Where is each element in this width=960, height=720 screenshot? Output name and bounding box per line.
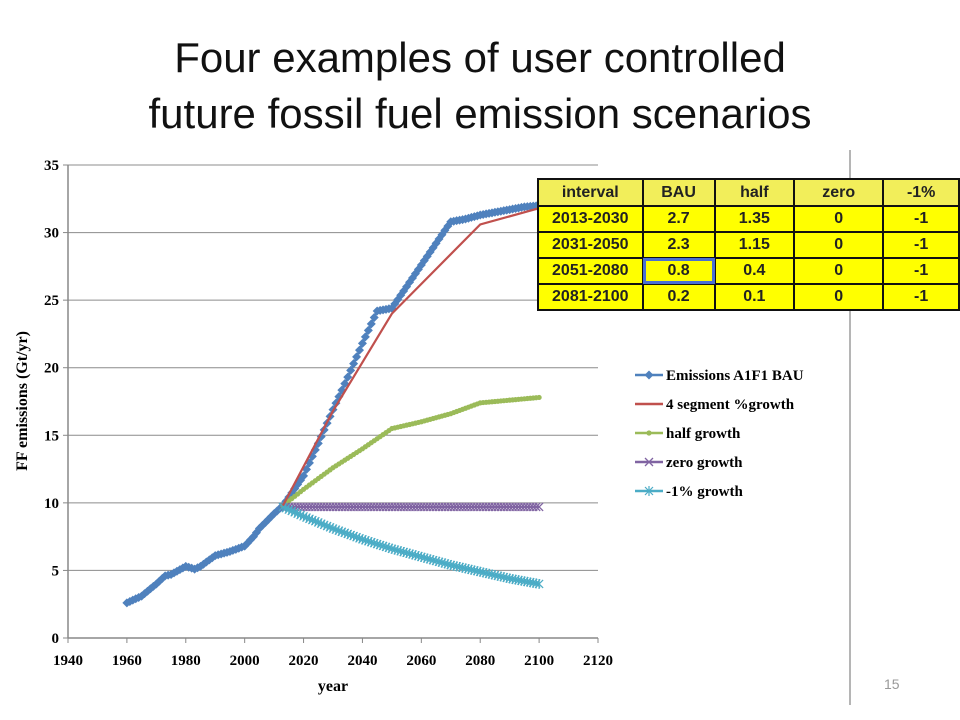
series-layer xyxy=(122,201,544,608)
y-tick-label: 35 xyxy=(44,158,59,174)
y-tick-label: 25 xyxy=(44,293,59,309)
y-tick-label: 0 xyxy=(52,631,60,647)
slide-title-line-2: future fossil fuel emission scenarios xyxy=(148,90,812,137)
legend-marker xyxy=(644,486,654,496)
data-point xyxy=(343,372,353,382)
table-cell[interactable]: 2.3 xyxy=(641,231,716,259)
legend-label: half growth xyxy=(666,426,741,442)
y-tick-label: 15 xyxy=(44,428,59,444)
table-cell[interactable]: 0.1 xyxy=(713,283,796,311)
emissions-chart: 0 5 10 15 20 25 30 35 1940 1960 1980 2000 2020 2040 20… xyxy=(14,158,804,695)
table-cell[interactable]: -1 xyxy=(882,257,960,285)
table-header-cell: half xyxy=(713,178,796,207)
x-tick-label: 2000 xyxy=(230,653,260,669)
table-cell[interactable]: -1 xyxy=(882,205,960,233)
y-tick-label: 10 xyxy=(44,496,59,512)
y-axis-label: FF emissions (Gt/yr) xyxy=(14,331,31,471)
y-tick-label: 30 xyxy=(44,226,59,242)
vertical-divider xyxy=(849,150,851,705)
legend-label: zero growth xyxy=(666,455,743,471)
legend-marker xyxy=(646,430,652,436)
x-tick-label: 2100 xyxy=(524,653,554,669)
data-point xyxy=(360,332,370,342)
slide-title: Four examples of user controlled future … xyxy=(0,30,960,142)
series-zero-growth xyxy=(278,502,544,512)
table-row: 2051-2080 0.8 0.4 0 -1 xyxy=(537,257,960,285)
legend-marker xyxy=(644,457,654,467)
growth-rate-table: interval BAU half zero -1% 2013-2030 2.7 1.35 0-… xyxy=(537,178,960,311)
table-cell[interactable]: 0 xyxy=(793,231,885,259)
table-cell[interactable]: -1 xyxy=(882,283,960,311)
legend-label: Emissions A1F1 BAU xyxy=(666,368,804,384)
data-point xyxy=(534,578,544,589)
table-header-cell: -1% xyxy=(882,178,960,207)
x-tick-label: 1940 xyxy=(53,653,83,669)
data-point xyxy=(536,394,542,401)
x-tick-label: 2040 xyxy=(347,653,377,669)
x-tick-label: 1980 xyxy=(171,653,201,669)
y-tick-label: 5 xyxy=(52,563,60,579)
legend-marker xyxy=(644,370,654,380)
legend-label: 4 segment %growth xyxy=(666,397,795,413)
x-axis-label: year xyxy=(318,678,348,695)
x-tick-label: 2060 xyxy=(406,653,436,669)
table-row: 2081-2100 0.2 0.1 0 -1 xyxy=(537,283,960,311)
data-point xyxy=(531,502,541,512)
table-header-row: interval BAU half zero -1% xyxy=(537,178,960,207)
grid-lines xyxy=(68,164,598,571)
slide-title-line-1: Four examples of user controlled xyxy=(174,34,786,81)
series-half-growth xyxy=(280,394,542,509)
x-tick-label: 2080 xyxy=(465,653,495,669)
table-header-cell: BAU xyxy=(641,178,716,207)
table-cell[interactable]: 2081-2100 xyxy=(537,283,644,311)
data-point xyxy=(346,365,356,375)
table-cell[interactable]: 2031-2050 xyxy=(537,231,644,259)
table-cell[interactable]: 2051-2080 xyxy=(537,257,644,285)
table-header-cell: interval xyxy=(537,178,644,207)
y-tick-label: 20 xyxy=(44,361,59,377)
data-point xyxy=(352,352,362,362)
table-cell[interactable]: 0 xyxy=(793,283,885,311)
data-point xyxy=(349,359,359,369)
table-cell[interactable]: -1 xyxy=(882,231,960,259)
table-cell[interactable]: 0.8 xyxy=(641,257,716,285)
x-tick-label: 2020 xyxy=(289,653,319,669)
data-point xyxy=(299,471,309,481)
table-cell[interactable]: 2.7 xyxy=(641,205,716,233)
table-cell[interactable]: 0 xyxy=(793,205,885,233)
table-cell[interactable]: 0 xyxy=(793,257,885,285)
table-cell[interactable]: 0.2 xyxy=(641,283,716,311)
data-point xyxy=(357,338,367,348)
data-point xyxy=(363,325,373,335)
axis-ticks: 0 5 10 15 20 25 30 35 1940 1960 1980 2000 2020 2040 20… xyxy=(44,158,613,669)
series-line xyxy=(282,396,540,507)
series-4-segment-growth xyxy=(281,207,540,507)
table-cell[interactable]: 1.35 xyxy=(713,205,796,233)
table-cell[interactable]: 2013-2030 xyxy=(537,205,644,233)
table-row: 2013-2030 2.7 1.35 0 -1 xyxy=(537,205,960,233)
series-line xyxy=(281,207,540,507)
x-tick-label: 2120 xyxy=(583,653,613,669)
table-cell[interactable]: 0.4 xyxy=(713,257,796,285)
data-point xyxy=(366,319,376,329)
data-point xyxy=(534,502,544,512)
table-cell[interactable]: 1.15 xyxy=(713,231,796,259)
table-header-cell: zero xyxy=(793,178,885,207)
page-number: 15 xyxy=(884,676,900,692)
legend: Emissions A1F1 BAU 4 segment %growth half … xyxy=(635,368,804,500)
legend-label: -1% growth xyxy=(666,484,743,500)
data-point xyxy=(369,312,379,322)
series-1-growth xyxy=(278,501,544,589)
x-tick-label: 1960 xyxy=(112,653,142,669)
table-row: 2031-2050 2.3 1.15 0 -1 xyxy=(537,231,960,259)
data-point xyxy=(355,345,364,355)
